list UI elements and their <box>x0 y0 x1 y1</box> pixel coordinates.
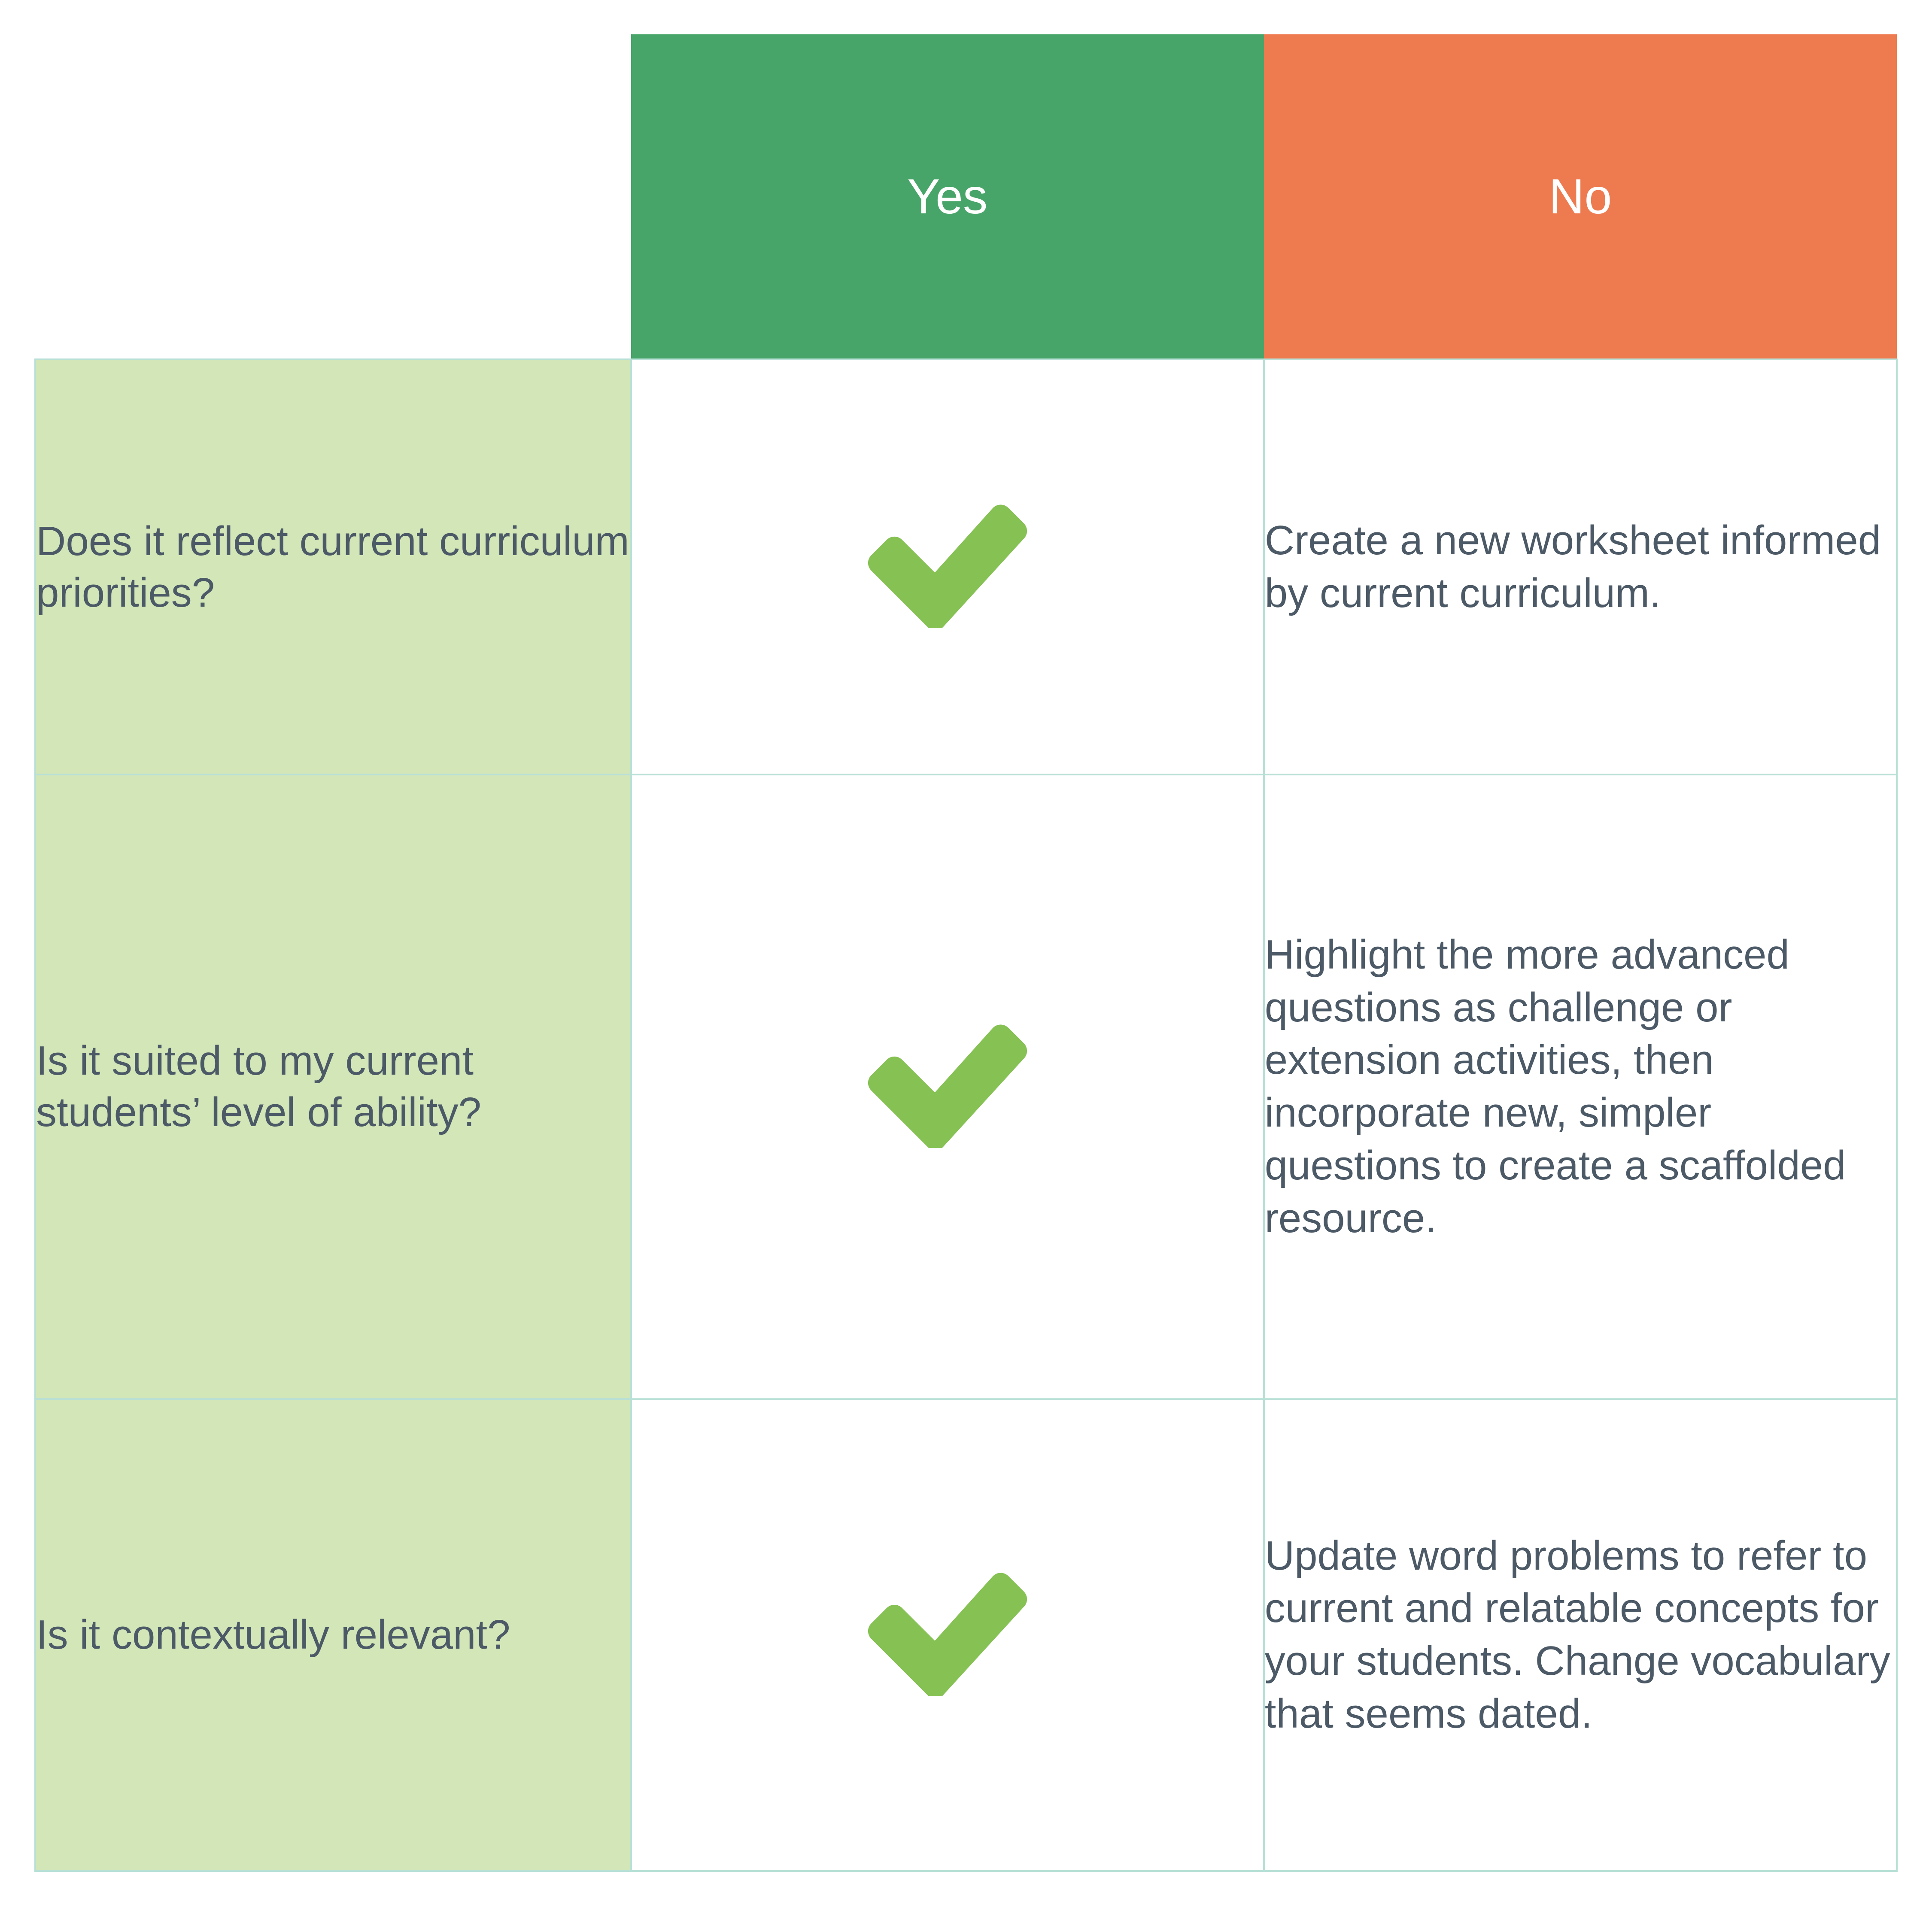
check-icon <box>868 504 1027 630</box>
header-no: No <box>1264 34 1897 359</box>
check-icon <box>868 1572 1027 1698</box>
yes-cell <box>631 1399 1264 1871</box>
header-no-label: No <box>1549 169 1612 224</box>
no-cell: Create a new worksheet informed by curre… <box>1264 359 1897 775</box>
no-cell: Highlight the more advanced questions as… <box>1264 775 1897 1399</box>
no-text: Create a new worksheet informed by curre… <box>1265 517 1881 616</box>
yes-cell <box>631 359 1264 775</box>
no-cell: Update word problems to refer to current… <box>1264 1399 1897 1871</box>
question-cell: Is it suited to my current students’ lev… <box>35 775 631 1399</box>
question-cell: Is it contextually relevant? <box>35 1399 631 1871</box>
decision-table: Yes No Does it reflect current curriculu… <box>34 34 1898 1872</box>
yes-cell <box>631 775 1264 1399</box>
question-text: Does it reflect current curriculum prior… <box>36 518 629 616</box>
header-blank <box>35 34 631 359</box>
check-icon <box>868 1024 1027 1150</box>
table-row: Is it contextually relevant? Update word… <box>35 1399 1897 1871</box>
question-text: Is it contextually relevant? <box>36 1612 510 1658</box>
no-text: Update word problems to refer to current… <box>1265 1533 1890 1737</box>
no-text: Highlight the more advanced questions as… <box>1265 932 1846 1241</box>
table-row: Does it reflect current curriculum prior… <box>35 359 1897 775</box>
header-yes-label: Yes <box>907 169 988 224</box>
table-row: Is it suited to my current students’ lev… <box>35 775 1897 1399</box>
question-cell: Does it reflect current curriculum prior… <box>35 359 631 775</box>
question-text: Is it suited to my current students’ lev… <box>36 1038 481 1135</box>
header-row: Yes No <box>35 34 1897 359</box>
header-yes: Yes <box>631 34 1264 359</box>
